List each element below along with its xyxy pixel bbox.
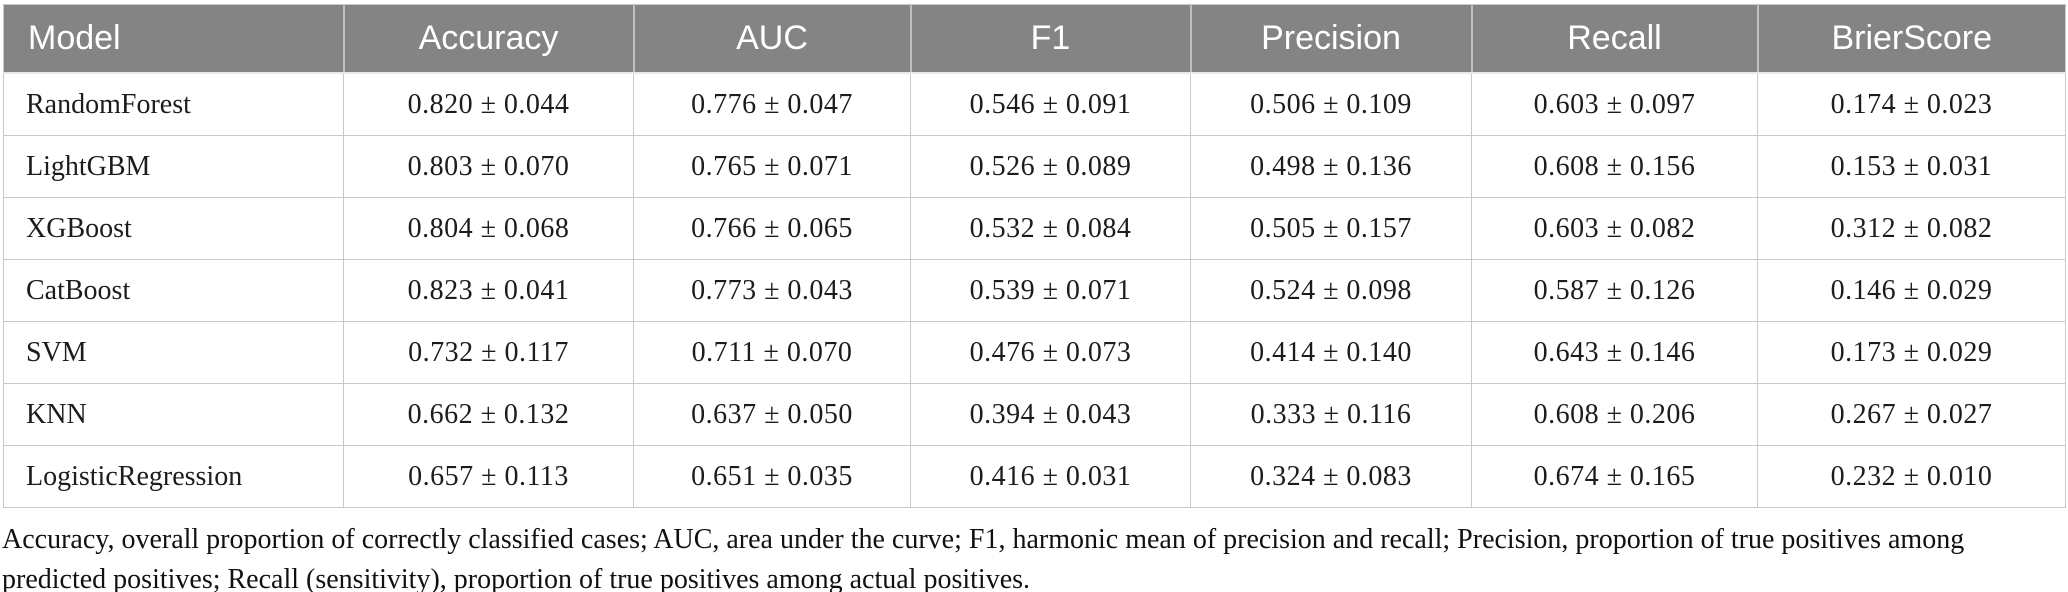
metric-value-cell: 0.333 ± 0.116 [1190,383,1472,446]
metric-value-cell: 0.153 ± 0.031 [1757,135,2066,198]
table-row: LightGBM 0.803 ± 0.070 0.765 ± 0.071 0.526 … [3,135,2066,198]
model-name-cell: KNN [3,383,344,446]
table-row: XGBoost 0.804 ± 0.068 0.766 ± 0.065 0.532 ±… [3,197,2066,260]
metric-value-cell: 0.524 ± 0.098 [1190,259,1472,322]
metric-value-cell: 0.324 ± 0.083 [1190,445,1472,508]
metric-value-cell: 0.773 ± 0.043 [633,259,911,322]
table-row: KNN 0.662 ± 0.132 0.637 ± 0.050 0.394 ± 0.0… [3,383,2066,446]
metric-value-cell: 0.174 ± 0.023 [1757,72,2066,136]
model-name-cell: LogisticRegression [3,445,344,508]
column-header-accuracy: Accuracy [343,4,635,74]
column-header-auc: AUC [633,4,912,74]
metric-value-cell: 0.587 ± 0.126 [1471,259,1758,322]
column-header-precision: Precision [1190,4,1473,74]
metric-value-cell: 0.539 ± 0.071 [910,259,1191,322]
header-row: Model Accuracy AUC F1 Precision Recall BrierSc… [3,4,2066,74]
model-name-cell: SVM [3,321,344,384]
model-performance-figure: Model Accuracy AUC F1 Precision Recall BrierSc… [0,4,2068,592]
column-header-model: Model [3,4,345,74]
metric-value-cell: 0.820 ± 0.044 [343,72,634,136]
metric-value-cell: 0.232 ± 0.010 [1757,445,2066,508]
metric-value-cell: 0.608 ± 0.206 [1471,383,1758,446]
metric-value-cell: 0.498 ± 0.136 [1190,135,1472,198]
metric-value-cell: 0.804 ± 0.068 [343,197,634,260]
metric-value-cell: 0.146 ± 0.029 [1757,259,2066,322]
metric-value-cell: 0.662 ± 0.132 [343,383,634,446]
metric-value-cell: 0.732 ± 0.117 [343,321,634,384]
metric-value-cell: 0.603 ± 0.082 [1471,197,1758,260]
model-name-cell: RandomForest [3,72,344,136]
model-name-cell: LightGBM [3,135,344,198]
metric-value-cell: 0.823 ± 0.041 [343,259,634,322]
column-header-f1: F1 [910,4,1192,74]
metric-value-cell: 0.711 ± 0.070 [633,321,911,384]
model-name-cell: XGBoost [3,197,344,260]
metric-value-cell: 0.765 ± 0.071 [633,135,911,198]
metric-value-cell: 0.608 ± 0.156 [1471,135,1758,198]
metric-value-cell: 0.803 ± 0.070 [343,135,634,198]
model-name-cell: CatBoost [3,259,344,322]
metric-value-cell: 0.532 ± 0.084 [910,197,1191,260]
metric-value-cell: 0.505 ± 0.157 [1190,197,1472,260]
column-header-recall: Recall [1471,4,1759,74]
metric-value-cell: 0.416 ± 0.031 [910,445,1191,508]
metric-value-cell: 0.766 ± 0.065 [633,197,911,260]
metric-value-cell: 0.603 ± 0.097 [1471,72,1758,136]
metric-value-cell: 0.173 ± 0.029 [1757,321,2066,384]
metric-value-cell: 0.637 ± 0.050 [633,383,911,446]
metric-value-cell: 0.506 ± 0.109 [1190,72,1472,136]
metric-value-cell: 0.643 ± 0.146 [1471,321,1758,384]
metric-value-cell: 0.674 ± 0.165 [1471,445,1758,508]
table-row: CatBoost 0.823 ± 0.041 0.773 ± 0.043 0.539 … [3,259,2066,322]
metric-value-cell: 0.267 ± 0.027 [1757,383,2066,446]
metric-value-cell: 0.546 ± 0.091 [910,72,1191,136]
metric-value-cell: 0.651 ± 0.035 [633,445,911,508]
metric-value-cell: 0.476 ± 0.073 [910,321,1191,384]
table-body: RandomForest 0.820 ± 0.044 0.776 ± 0.047 0.… [3,72,2066,508]
metric-value-cell: 0.657 ± 0.113 [343,445,634,508]
model-performance-table: Model Accuracy AUC F1 Precision Recall BrierSc… [3,4,2066,508]
metric-value-cell: 0.526 ± 0.089 [910,135,1191,198]
metric-value-cell: 0.312 ± 0.082 [1757,197,2066,260]
table-row: RandomForest 0.820 ± 0.044 0.776 ± 0.047 0.… [3,72,2066,136]
table-footnote: Accuracy, overall proportion of correctl… [2,524,1965,592]
metric-value-cell: 0.394 ± 0.043 [910,383,1191,446]
metric-value-cell: 0.414 ± 0.140 [1190,321,1472,384]
metric-value-cell: 0.776 ± 0.047 [633,72,911,136]
column-header-brierscore: BrierScore [1757,4,2066,74]
table-row: SVM 0.732 ± 0.117 0.711 ± 0.070 0.476 ± 0.0… [3,321,2066,384]
table-row: LogisticRegression 0.657 ± 0.113 0.651 ± 0… [3,445,2066,508]
